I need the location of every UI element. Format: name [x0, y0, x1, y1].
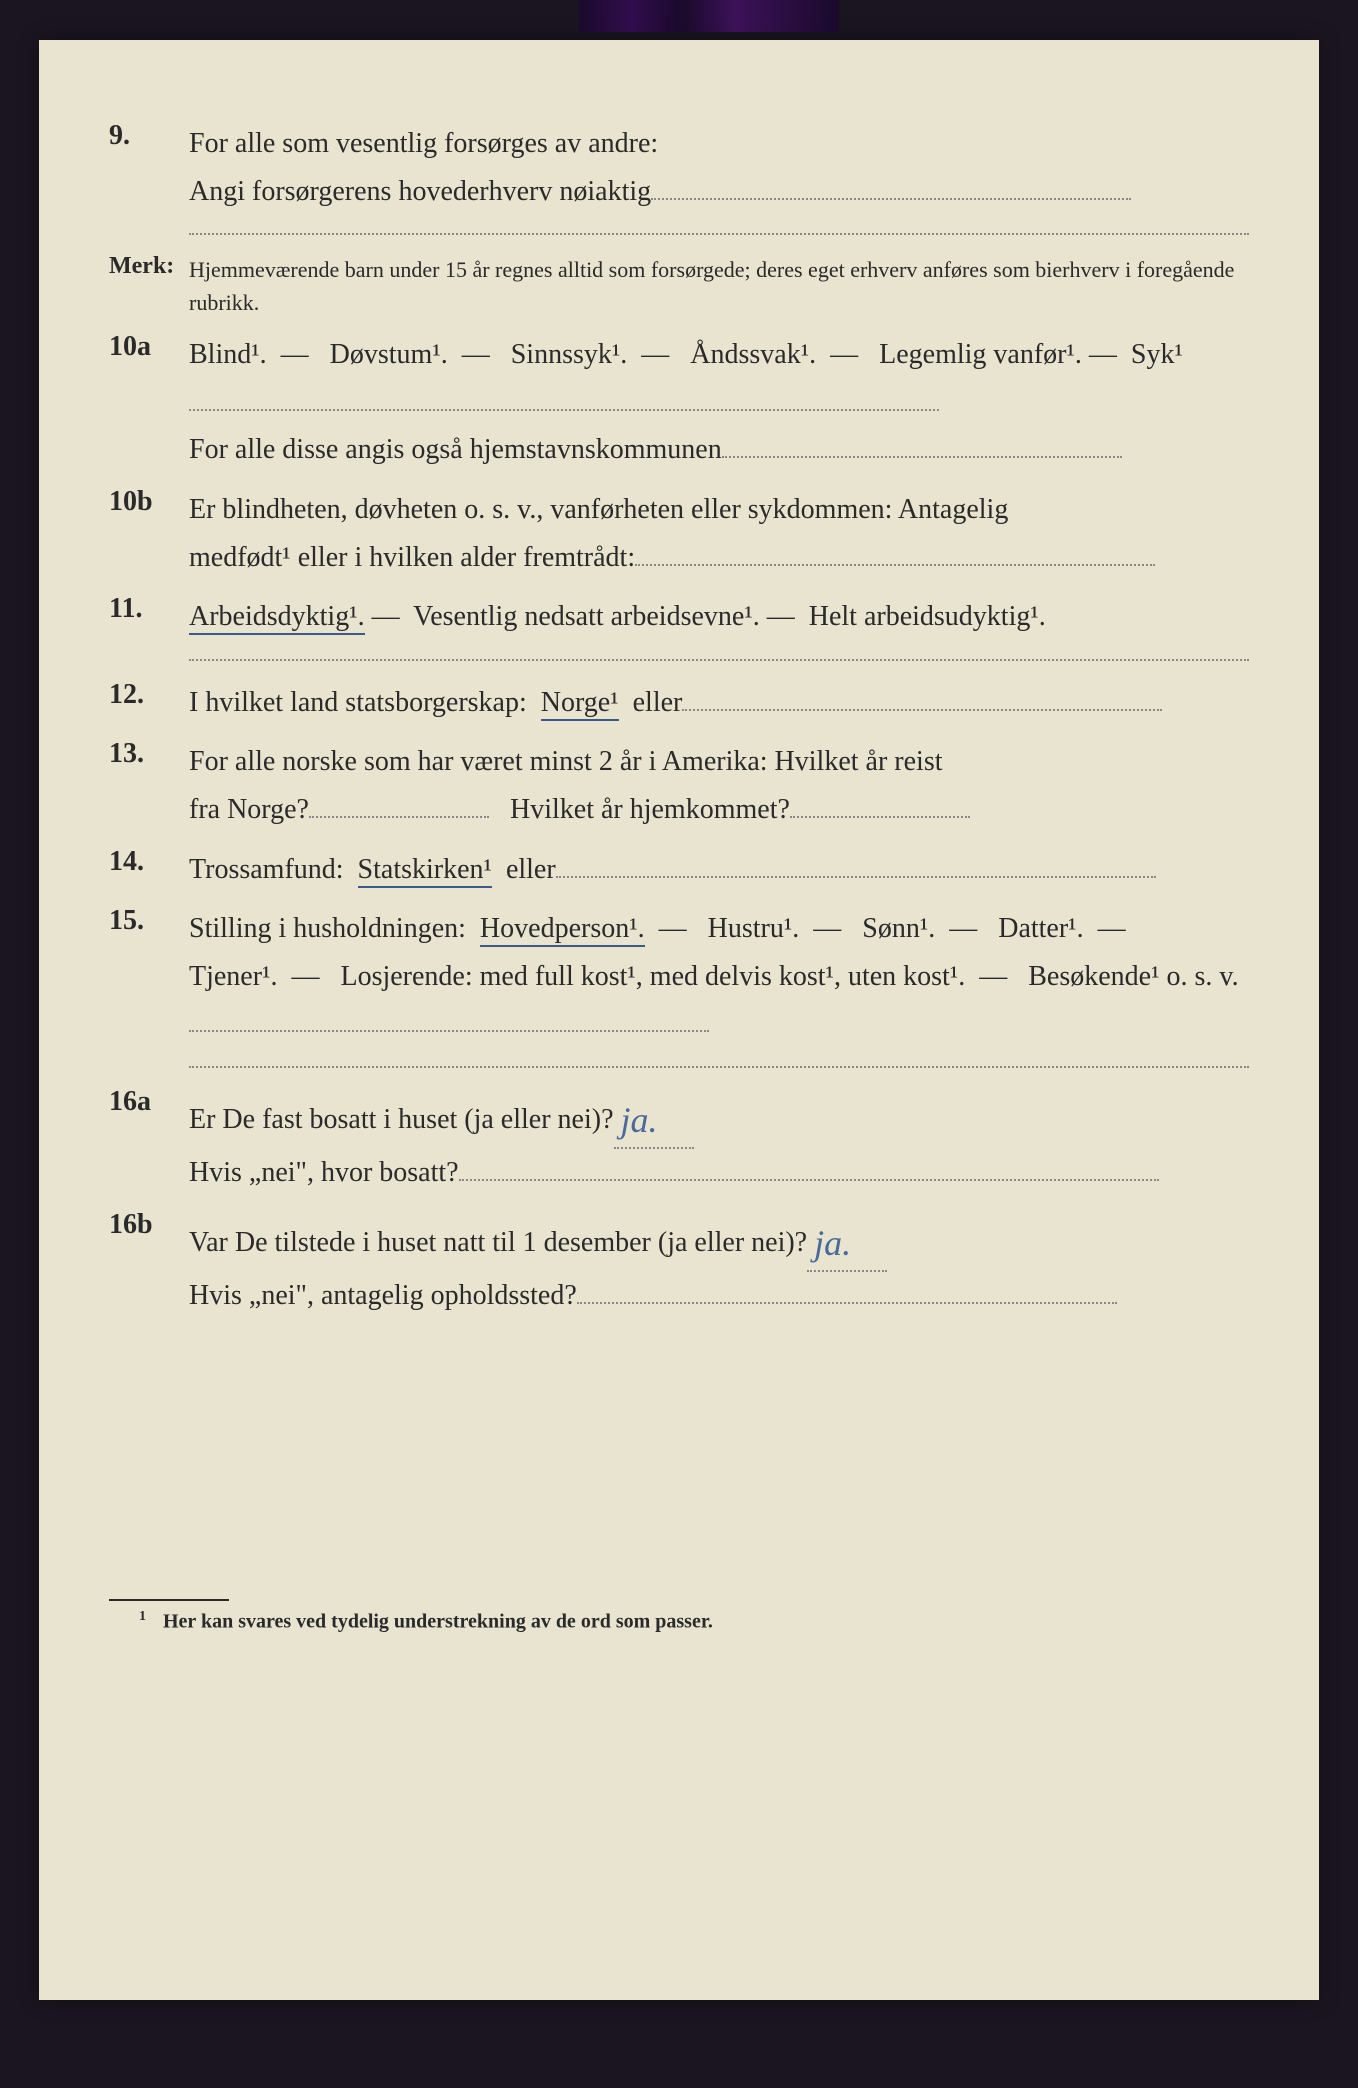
q11-opt-selected: Arbeidsdyktig¹. [189, 601, 365, 635]
q12-content: I hvilket land statsborgerskap: Norge¹ e… [189, 679, 1249, 727]
divider [189, 659, 1249, 661]
q16b-number: 16b [109, 1209, 189, 1241]
question-11: 11. Arbeidsdyktig¹. — Vesentlig nedsatt … [109, 593, 1249, 641]
q12-number: 12. [109, 679, 189, 711]
q10a-opt: Sinnssyk¹. [511, 339, 628, 370]
q14-opt-selected: Statskirken¹ [358, 854, 492, 888]
footnote-text: Her kan svares ved tydelig understreknin… [163, 1611, 713, 1633]
blank-line [556, 876, 1156, 878]
q10a-opt: Åndssvak¹. [690, 339, 816, 370]
blank-line [722, 456, 1122, 458]
q15-opt: Losjerende: med full kost¹, med delvis k… [340, 961, 965, 992]
blank-line [459, 1179, 1159, 1181]
question-14: 14. Trossamfund: Statskirken¹ eller [109, 846, 1249, 894]
q15-opt: Datter¹. [998, 913, 1083, 944]
q16a-answer: ja. [621, 1090, 658, 1151]
q15-number: 15. [109, 905, 189, 937]
blank-line: ja. [807, 1209, 887, 1272]
q10a-line2: For alle disse angis også hjemstavnskomm… [189, 434, 722, 465]
q11-opt: Vesentlig nedsatt arbeidsevne¹. [413, 601, 760, 632]
q10a-opt: Døvstum¹. [330, 339, 448, 370]
q14-suffix: eller [506, 854, 556, 885]
question-16b: 16b Var De tilstede i huset natt til 1 d… [109, 1209, 1249, 1320]
q16a-number: 16a [109, 1086, 189, 1118]
q14-content: Trossamfund: Statskirken¹ eller [189, 846, 1249, 894]
q9-number: 9. [109, 120, 189, 152]
scan-artifact [579, 0, 839, 32]
q16a-q2: Hvis „nei", hvor bosatt? [189, 1157, 459, 1188]
q15-opt: Besøkende¹ o. s. v. [1028, 961, 1238, 992]
blank-line [682, 709, 1162, 711]
blank-line [790, 816, 970, 818]
q14-number: 14. [109, 846, 189, 878]
merk-label: Merk: [109, 253, 189, 280]
q15-content: Stilling i husholdningen: Hovedperson¹. … [189, 905, 1249, 1048]
q13-content: For alle norske som har været minst 2 år… [189, 738, 1249, 833]
q15-opt: Sønn¹. [862, 913, 935, 944]
question-16a: 16a Er De fast bosatt i huset (ja eller … [109, 1086, 1249, 1197]
q12-opt-selected: Norge¹ [541, 687, 619, 721]
q12-suffix: eller [633, 687, 683, 718]
q9-line2: Angi forsørgerens hovederhverv nøiaktig [189, 176, 651, 207]
q13-part2: Hvilket år hjemkommet? [510, 794, 790, 825]
q10b-line1: Er blindheten, døvheten o. s. v., vanfør… [189, 494, 1008, 525]
footnote: 1 Her kan svares ved tydelig understrekn… [109, 1609, 1249, 1634]
blank-line [577, 1302, 1117, 1304]
divider [189, 233, 1249, 235]
q9-line1: For alle som vesentlig forsørges av andr… [189, 128, 658, 159]
q15-opt: Hustru¹. [708, 913, 800, 944]
q16a-content: Er De fast bosatt i huset (ja eller nei)… [189, 1086, 1249, 1197]
q16b-q1: Var De tilstede i huset natt til 1 desem… [189, 1227, 807, 1258]
footnote-rule [109, 1599, 229, 1601]
question-12: 12. I hvilket land statsborgerskap: Norg… [109, 679, 1249, 727]
question-10b: 10b Er blindheten, døvheten o. s. v., va… [109, 486, 1249, 581]
q16b-q2: Hvis „nei", antagelig opholdssted? [189, 1280, 577, 1311]
q16b-content: Var De tilstede i huset natt til 1 desem… [189, 1209, 1249, 1320]
q16b-answer: ja. [814, 1213, 851, 1274]
document-page: 9. For alle som vesentlig forsørges av a… [39, 40, 1319, 2000]
question-9: 9. For alle som vesentlig forsørges av a… [109, 120, 1249, 215]
q10a-number: 10a [109, 331, 189, 363]
q13-part1: fra Norge? [189, 794, 309, 825]
q15-opt-selected: Hovedperson¹. [480, 913, 645, 947]
q10a-opt: Syk¹ [1131, 339, 1183, 370]
blank-line [189, 1030, 709, 1032]
q9-content: For alle som vesentlig forsørges av andr… [189, 120, 1249, 215]
q13-number: 13. [109, 738, 189, 770]
q14-text: Trossamfund: [189, 854, 344, 885]
q10a-content: Blind¹. — Døvstum¹. — Sinnssyk¹. — Åndss… [189, 331, 1249, 474]
q15-opt: Tjener¹. [189, 961, 277, 992]
q15-text: Stilling i husholdningen: [189, 913, 466, 944]
question-10a: 10a Blind¹. — Døvstum¹. — Sinnssyk¹. — Å… [109, 331, 1249, 474]
q11-content: Arbeidsdyktig¹. — Vesentlig nedsatt arbe… [189, 593, 1249, 641]
note-merk: Merk: Hjemmeværende barn under 15 år reg… [109, 253, 1249, 319]
question-15: 15. Stilling i husholdningen: Hovedperso… [109, 905, 1249, 1048]
q13-line1: For alle norske som har været minst 2 år… [189, 746, 943, 777]
blank-line [309, 816, 489, 818]
q10b-content: Er blindheten, døvheten o. s. v., vanfør… [189, 486, 1249, 581]
blank-line [651, 198, 1131, 200]
divider [189, 1066, 1249, 1068]
q12-text: I hvilket land statsborgerskap: [189, 687, 527, 718]
q11-opt: Helt arbeidsudyktig¹. [809, 601, 1046, 632]
blank-line: ja. [614, 1086, 694, 1149]
q11-number: 11. [109, 593, 189, 625]
q10b-line2: medfødt¹ eller i hvilken alder fremtrådt… [189, 542, 635, 573]
q10a-opt: Blind¹. [189, 339, 267, 370]
footnote-marker: 1 [139, 1609, 146, 1624]
q16a-q1: Er De fast bosatt i huset (ja eller nei)… [189, 1104, 614, 1135]
merk-text: Hjemmeværende barn under 15 år regnes al… [189, 253, 1249, 319]
q10a-opt: Legemlig vanfør¹. [879, 339, 1082, 370]
blank-line [635, 564, 1155, 566]
blank-line [189, 409, 939, 411]
q10b-number: 10b [109, 486, 189, 518]
question-13: 13. For alle norske som har været minst … [109, 738, 1249, 833]
